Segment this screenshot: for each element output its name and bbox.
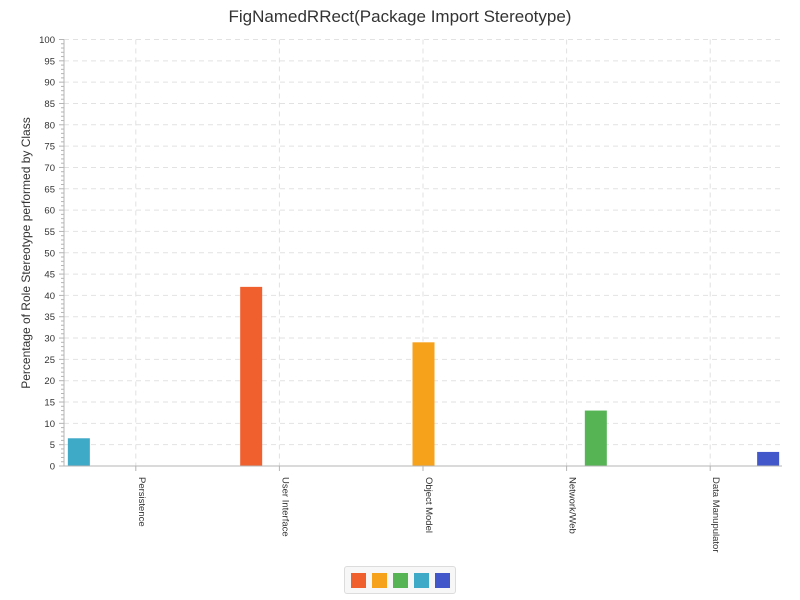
y-tick-label: 45 [44, 270, 55, 281]
y-tick-label: 25 [44, 355, 55, 366]
y-tick-label: 0 [50, 462, 55, 473]
legend [344, 566, 456, 594]
legend-swatch [435, 573, 450, 588]
y-tick-label: 55 [44, 227, 55, 238]
bar-user-interface [240, 286, 263, 466]
y-tick-label: 75 [44, 142, 55, 153]
y-tick-label: 100 [39, 35, 55, 46]
y-tick-label: 65 [44, 184, 55, 195]
y-tick-label: 85 [44, 99, 55, 110]
y-tick-label: 20 [44, 376, 55, 387]
y-tick-label: 10 [44, 419, 55, 430]
legend-swatch [414, 573, 429, 588]
y-tick-label: 50 [44, 248, 55, 259]
legend-swatch [372, 573, 387, 588]
x-tick-label: Persistence [136, 477, 147, 527]
y-tick-label: 70 [44, 163, 55, 174]
chart-title: FigNamedRRect(Package Import Stereotype) [228, 7, 572, 26]
bar-data-manupulator [757, 451, 780, 466]
x-tick-label: User Interface [279, 477, 290, 537]
y-tick-label: 90 [44, 78, 55, 89]
y-tick-label: 15 [44, 398, 55, 409]
y-tick-label: 95 [44, 56, 55, 67]
legend-swatch [393, 573, 408, 588]
bar-persistence [67, 438, 90, 466]
y-tick-label: 60 [44, 206, 55, 217]
y-tick-label: 40 [44, 291, 55, 302]
bar-network-web [584, 410, 607, 466]
y-tick-label: 35 [44, 312, 55, 323]
x-tick-label: Object Model [423, 477, 434, 533]
y-tick-label: 80 [44, 120, 55, 131]
bar-object-model [412, 342, 435, 466]
legend-swatch [351, 573, 366, 588]
y-tick-label: 5 [50, 440, 55, 451]
x-tick-label: Data Manupulator [710, 477, 721, 553]
x-tick-label: Network/Web [567, 477, 578, 534]
y-tick-label: 30 [44, 334, 55, 345]
